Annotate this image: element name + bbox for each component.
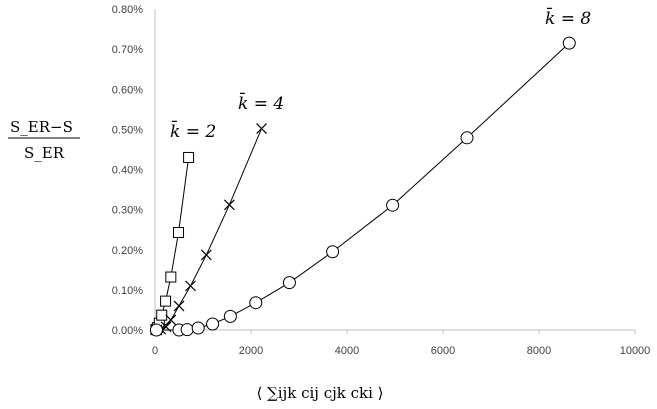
y-tick-labels: 0.00% 0.10% 0.20% 0.30% 0.40% 0.50% 0.60% 0.70%…: [112, 4, 143, 337]
y-tick-label: 0.00%: [112, 325, 143, 337]
x-tick-label: 6000: [431, 345, 455, 357]
y-tick-label: 0.20%: [112, 245, 143, 257]
x-axis-label: ⟨ ∑ijk cij cjk cki ⟩: [256, 384, 383, 402]
series-line: [156, 128, 263, 331]
x-tick-label: 8000: [527, 345, 551, 357]
data-point-circle: [180, 323, 194, 337]
data-point-square: [183, 151, 195, 163]
x-tick-label: 4000: [335, 345, 359, 357]
data-point-circle: [460, 131, 474, 145]
data-point-circle: [206, 317, 220, 331]
x-tick-labels: 0 2000 4000 6000 8000 10000: [152, 330, 650, 357]
series-label-k8: k̄ = 8: [545, 6, 591, 29]
data-point-x: [223, 199, 235, 211]
data-point-x: [185, 280, 196, 292]
y-tick-label: 0.10%: [112, 285, 143, 297]
data-point-circle: [223, 309, 237, 323]
data-point-circle: [191, 321, 205, 335]
series-label-k4: k̄ = 4: [238, 91, 284, 114]
axes: [154, 9, 635, 331]
y-tick-label: 0.80%: [112, 4, 143, 16]
x-tick-label: 0: [152, 345, 158, 357]
data-point-square: [156, 309, 168, 321]
y-axis-label: S_ER−S S_ER: [8, 118, 80, 162]
series-circle: [149, 36, 576, 337]
x-tick-label: 10000: [620, 345, 651, 357]
data-point-square: [165, 271, 177, 283]
series-square: [150, 151, 195, 336]
data-point-square: [160, 295, 172, 307]
data-point-circle: [386, 198, 400, 212]
data-point-circle: [282, 276, 296, 290]
y-tick-label: 0.50%: [112, 124, 143, 136]
data-point-x: [256, 123, 267, 134]
y-tick-label: 0.70%: [112, 44, 143, 56]
data-point-circle: [562, 36, 576, 50]
y-axis-label-numerator: S_ER−S: [10, 118, 73, 136]
data-point-x: [165, 314, 177, 326]
data-point-circle: [326, 245, 340, 259]
x-tick-label: 2000: [239, 345, 263, 357]
series-label-k2: k̄ = 2: [170, 119, 216, 142]
data-point-circle: [249, 296, 263, 310]
series-group: [149, 36, 576, 337]
y-tick-label: 0.30%: [112, 205, 143, 217]
data-point-x: [173, 300, 185, 312]
series-line: [156, 42, 570, 331]
data-point-square: [173, 226, 185, 238]
data-point-x: [200, 249, 212, 261]
y-tick-label: 0.40%: [112, 165, 143, 177]
data-point-circle: [149, 323, 163, 337]
y-axis-label-denominator: S_ER: [24, 144, 65, 162]
y-tick-label: 0.60%: [112, 84, 143, 96]
